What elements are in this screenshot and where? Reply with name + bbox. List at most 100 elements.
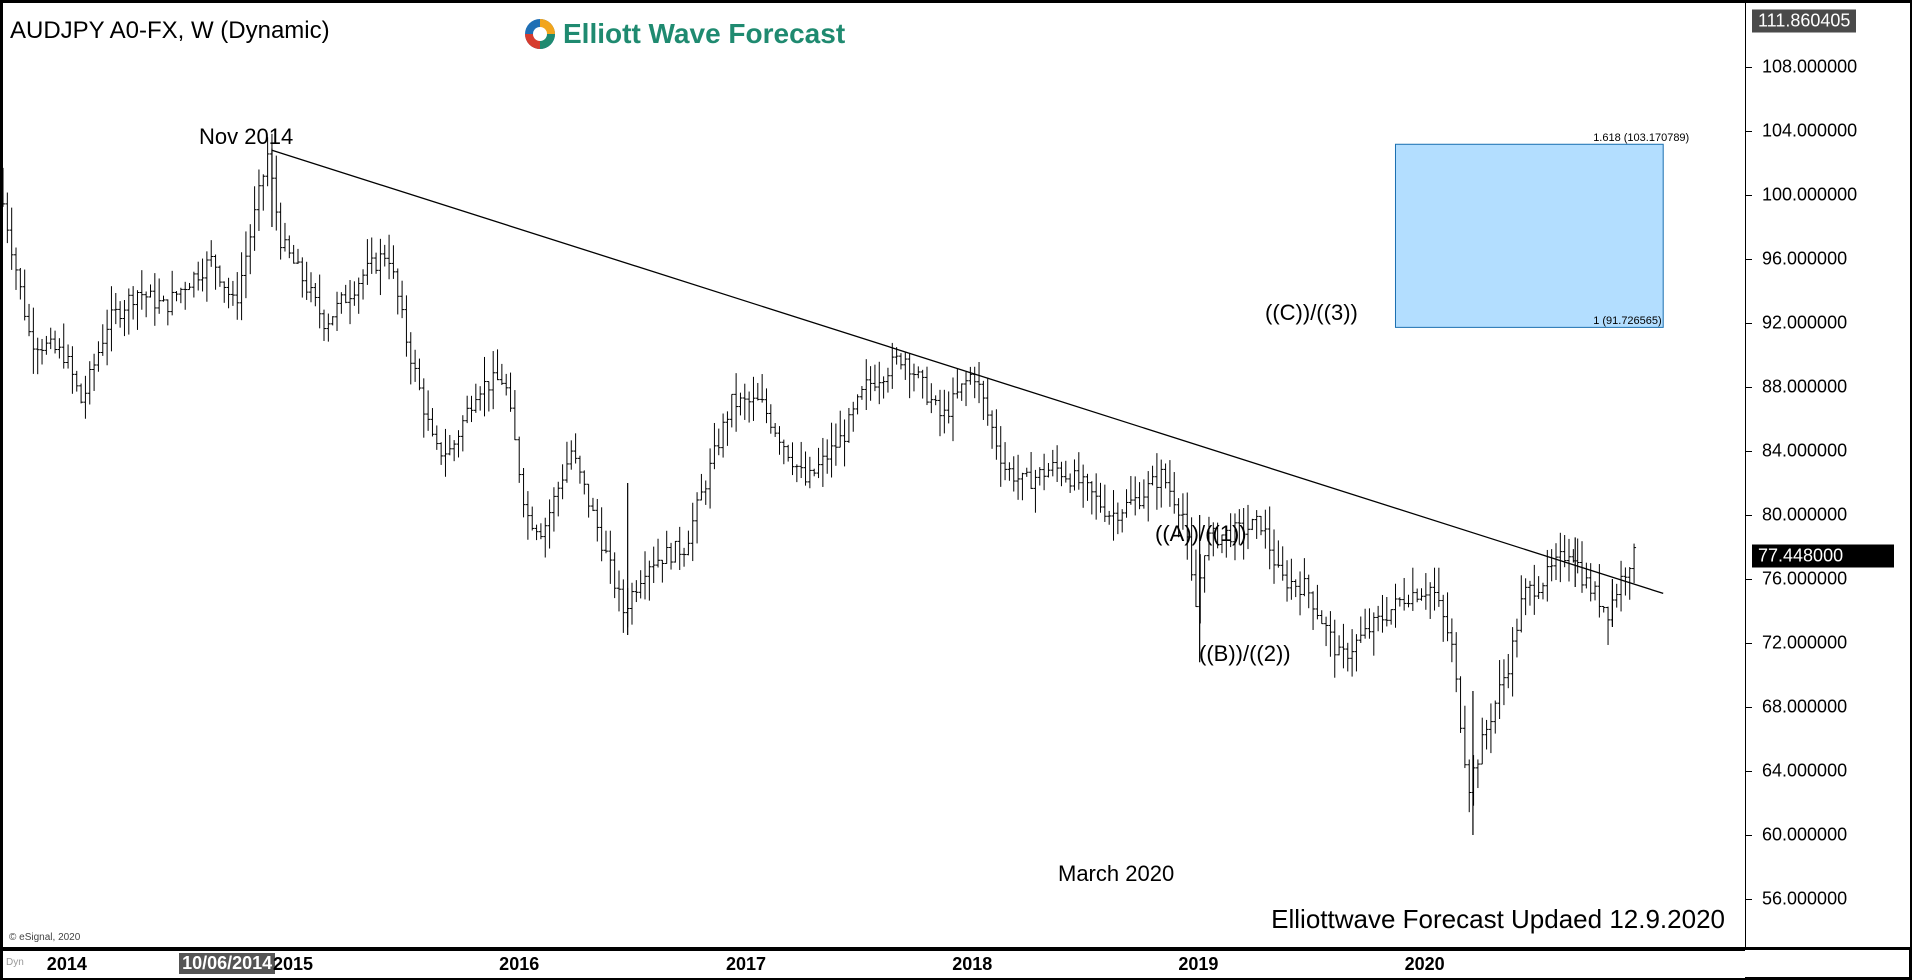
ohlc-bar <box>898 353 903 370</box>
ohlc-bar <box>87 361 92 405</box>
ohlc-bar <box>1250 518 1255 531</box>
ohlc-bar <box>977 361 982 404</box>
ohlc-bar <box>699 473 704 501</box>
chart-title: AUDJPY A0-FX, W (Dynamic) <box>10 17 330 44</box>
ohlc-bar <box>1324 616 1329 647</box>
ohlc-bar <box>1449 618 1454 663</box>
ohlc-bar <box>721 413 726 458</box>
ohlc-bar <box>543 517 548 558</box>
ohlc-bar <box>495 349 500 381</box>
ohlc-bar <box>170 270 175 316</box>
ohlc-bar <box>1228 513 1233 548</box>
y-tick-mark <box>1746 259 1752 260</box>
ohlc-bar <box>27 303 32 337</box>
ohlc-bar <box>1259 515 1264 536</box>
ohlc-bar <box>1536 576 1541 599</box>
ohlc-bar <box>1415 588 1420 603</box>
ohlc-bar <box>1488 703 1493 754</box>
ohlc-bar <box>35 337 40 375</box>
ohlc-bar <box>1254 510 1259 539</box>
ohlc-bar <box>230 280 235 306</box>
y-tick-mark <box>1746 515 1752 516</box>
trendline[interactable] <box>271 149 1664 595</box>
ohlc-bar <box>456 430 461 458</box>
ohlc-bar <box>382 244 387 267</box>
ohlc-bar <box>213 254 218 290</box>
ohlc-bar <box>1098 482 1103 513</box>
ohlc-bar <box>92 353 97 391</box>
ohlc-bar <box>191 271 196 298</box>
ohlc-bar <box>1011 456 1016 492</box>
ohlc-bar <box>1072 459 1077 491</box>
ohlc-bar <box>413 349 418 382</box>
fib-target-box[interactable] <box>1394 143 1664 328</box>
ohlc-bar <box>109 286 114 352</box>
ohlc-bar <box>864 359 869 411</box>
ohlc-bar <box>1180 493 1185 530</box>
ohlc-bar <box>1276 540 1281 568</box>
ohlc-bar <box>5 192 10 244</box>
ohlc-bar <box>890 342 895 389</box>
ohlc-bar <box>851 401 856 432</box>
ohlc-bar <box>22 269 27 321</box>
ohlc-bar <box>1358 616 1363 643</box>
ohlc-bar <box>621 579 626 633</box>
ohlc-bar <box>491 351 496 410</box>
ohlc-bar <box>404 295 409 357</box>
ohlc-bar <box>564 441 569 483</box>
annotation-wave-b2: ((B))/((2)) <box>1199 641 1291 666</box>
annotation-nov-2014: Nov 2014 <box>199 124 294 149</box>
y-tick-label: 92.000000 <box>1762 312 1848 333</box>
ohlc-bar <box>308 272 313 303</box>
ohlc-bar <box>738 392 743 416</box>
ohlc-bar <box>964 372 969 407</box>
ohlc-bar <box>807 456 812 489</box>
ohlc-bar <box>196 261 201 291</box>
price-axis[interactable]: 56.000000 60.000000 64.000000 68.000000 72.0… <box>1745 3 1910 947</box>
ohlc-bar <box>1202 555 1207 593</box>
ohlc-bar <box>1081 464 1086 508</box>
ohlc-bar <box>829 422 834 478</box>
ohlc-bar <box>126 288 131 335</box>
ohlc-bar <box>1510 627 1515 697</box>
x-tick-label: 2014 <box>46 954 87 974</box>
ohlc-bar <box>300 257 305 298</box>
ohlc-bar <box>951 377 956 442</box>
ohlc-bar <box>14 247 19 290</box>
ohlc-bar <box>616 570 621 612</box>
ohlc-bar <box>473 383 478 413</box>
y-tick-mark <box>1746 131 1752 132</box>
ohlc-bar <box>261 174 266 211</box>
ohlc-bar <box>695 492 700 544</box>
ohlc-bar <box>1167 460 1172 507</box>
y-tick-mark <box>1746 835 1752 836</box>
y-tick-label: 88.000000 <box>1762 376 1848 397</box>
ohlc-bar <box>1380 594 1385 633</box>
y-tick-mark <box>1746 771 1752 772</box>
ohlc-bar <box>842 419 847 467</box>
ohlc-bar <box>1402 577 1407 611</box>
ohlc-bar <box>1193 549 1198 608</box>
y-tick-label: 64.000000 <box>1762 760 1848 781</box>
ohlc-bar <box>1601 605 1606 613</box>
plot-area[interactable]: AUDJPY A0-FX, W (Dynamic) Elliott Wave F… <box>3 3 1745 947</box>
ohlc-bar <box>664 530 669 564</box>
ohlc-bar <box>1328 611 1333 657</box>
ohlc-bar <box>1189 517 1194 581</box>
ohlc-bar <box>760 374 765 403</box>
ohlc-bar <box>569 440 574 470</box>
ohlc-bar <box>716 428 721 456</box>
time-axis[interactable]: Dyn 10/06/2014 2014 2015 2016 2017 2018 2019 2… <box>3 950 1745 978</box>
ohlc-bar <box>1575 538 1580 574</box>
ohlc-bar <box>1263 509 1268 549</box>
ohlc-bar <box>1206 516 1211 561</box>
ohlc-bar <box>929 383 934 414</box>
ohlc-bar <box>1553 543 1558 581</box>
ohlc-bar <box>933 395 938 406</box>
y-tick-label: 84.000000 <box>1762 440 1848 461</box>
ohlc-bar <box>157 278 162 314</box>
ohlc-bar <box>560 464 565 500</box>
ohlc-bar <box>1497 660 1502 719</box>
ohlc-bar <box>122 300 127 337</box>
